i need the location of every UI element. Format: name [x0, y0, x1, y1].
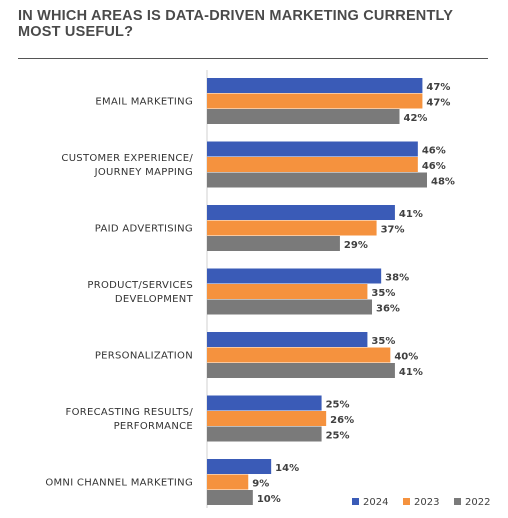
- category-label: EMAIL MARKETING: [95, 97, 193, 108]
- bar-2022: [207, 363, 395, 378]
- legend-swatch: [403, 498, 410, 505]
- category-label: CUSTOMER EXPERIENCE/JOURNEY MAPPING: [61, 153, 193, 178]
- data-label: 26%: [330, 415, 354, 426]
- bar-2022: [207, 299, 372, 315]
- category-label: PRODUCT/SERVICES DEVELOPMENT: [87, 280, 193, 305]
- bar-2022: [207, 490, 253, 505]
- bar-2023: [207, 411, 327, 426]
- data-label: 35%: [371, 336, 395, 347]
- bar-2022: [207, 109, 400, 124]
- data-label: 47%: [426, 82, 450, 93]
- data-label: 29%: [344, 240, 368, 251]
- bar-2024: [207, 395, 322, 411]
- bar-2023: [207, 93, 423, 109]
- data-label: 14%: [275, 463, 299, 474]
- data-label: 46%: [422, 161, 446, 172]
- legend-label: 2022: [465, 497, 490, 508]
- data-label: 46%: [422, 146, 446, 157]
- data-label: 35%: [371, 288, 395, 299]
- bar-2024: [207, 205, 395, 220]
- legend-swatch: [454, 498, 461, 505]
- data-label: 48%: [431, 177, 455, 188]
- data-label: 37%: [381, 225, 405, 236]
- bar-2023: [207, 284, 368, 299]
- data-label: 25%: [326, 431, 350, 442]
- data-label: 10%: [257, 494, 281, 505]
- data-label: 9%: [252, 479, 269, 490]
- bar-2023: [207, 474, 249, 490]
- category-label: PAID ADVERTISING: [95, 224, 193, 235]
- data-label: 25%: [326, 400, 350, 411]
- data-label: 38%: [385, 273, 409, 284]
- chart-title: IN WHICH AREAS IS DATA-DRIVEN MARKETING …: [18, 8, 453, 40]
- bar-2023: [207, 347, 391, 363]
- data-label: 41%: [399, 367, 423, 378]
- bar-2022: [207, 236, 340, 251]
- bar-2022: [207, 172, 427, 188]
- category-label: OMNI CHANNEL MARKETING: [45, 478, 193, 489]
- data-label: 42%: [404, 113, 428, 124]
- bar-2024: [207, 268, 382, 284]
- bar-2024: [207, 459, 272, 474]
- bar-2024: [207, 78, 423, 93]
- data-label: 41%: [399, 209, 423, 220]
- title-divider: [18, 58, 488, 59]
- bar-2024: [207, 332, 368, 347]
- data-label: 40%: [394, 352, 418, 363]
- category-label: PERSONALIZATION: [95, 351, 193, 362]
- bar-2024: [207, 141, 418, 157]
- bar-2023: [207, 220, 377, 236]
- bar-2023: [207, 157, 418, 172]
- data-label: 47%: [426, 98, 450, 109]
- legend-label: 2023: [414, 497, 439, 508]
- data-label: 36%: [376, 304, 400, 315]
- category-label: FORECASTING RESULTS/PERFORMANCE: [66, 407, 194, 432]
- legend-swatch: [352, 498, 359, 505]
- legend-label: 2024: [363, 497, 388, 508]
- bar-2022: [207, 426, 322, 442]
